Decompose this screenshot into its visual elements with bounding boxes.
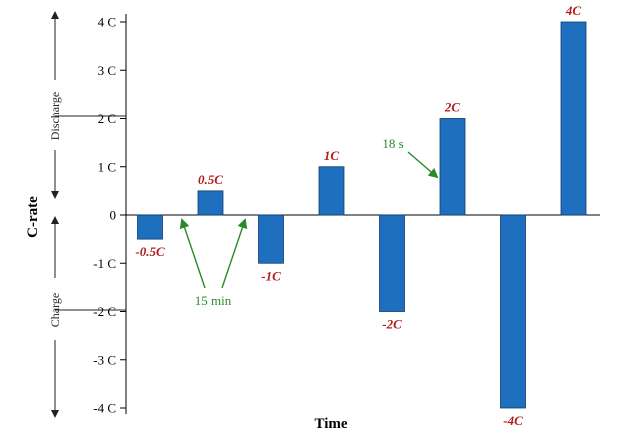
bar-label: 4C	[565, 3, 582, 18]
y-tick-label: -4 C	[93, 401, 116, 416]
y-tick-label: -2 C	[93, 304, 116, 319]
y-axis	[125, 14, 600, 414]
bar	[318, 166, 345, 216]
y-tick-label: 0	[110, 208, 117, 223]
y-axis-title: C-rate	[25, 196, 41, 238]
y-tick-label: -3 C	[93, 352, 116, 367]
rest-label: 15 min	[195, 293, 232, 308]
bars	[137, 21, 587, 409]
bar	[560, 21, 587, 216]
bar-label: -4C	[503, 413, 523, 428]
rest-arrow-left	[179, 218, 206, 289]
y-tick-label: 4 C	[98, 15, 116, 30]
rest-arrow-right	[221, 218, 248, 289]
bar	[258, 214, 284, 264]
y-tick-label: 3 C	[98, 63, 116, 78]
x-axis-title: Time	[314, 416, 347, 432]
pulse-label: 18 s	[382, 136, 403, 151]
bar	[500, 214, 526, 409]
bar-label: 0.5C	[198, 172, 223, 187]
bar-label: 2C	[444, 100, 461, 115]
annotations: 15 min 18 s	[179, 136, 439, 308]
bar	[379, 214, 405, 312]
bar-label: -1C	[261, 268, 281, 283]
y-tick-label: 2 C	[98, 111, 116, 126]
bar-label: -0.5C	[135, 244, 165, 259]
bar-label: 1C	[324, 148, 340, 163]
pulse-arrow	[407, 151, 439, 179]
bar	[137, 214, 163, 240]
bar-label: -2C	[382, 317, 402, 332]
y-tick-label: 1 C	[98, 159, 116, 174]
bar-labels: -0.5C 0.5C -1C 1C -2C 2C -4C 4C	[135, 3, 581, 428]
region-indicators: Discharge Charge	[48, 11, 126, 418]
y-tick-label: -1 C	[93, 256, 116, 271]
bar	[439, 118, 466, 216]
bar	[197, 190, 224, 216]
y-ticks: 4 C 3 C 2 C 1 C 0 -1 C -2 C -3 C -4 C	[93, 15, 126, 416]
